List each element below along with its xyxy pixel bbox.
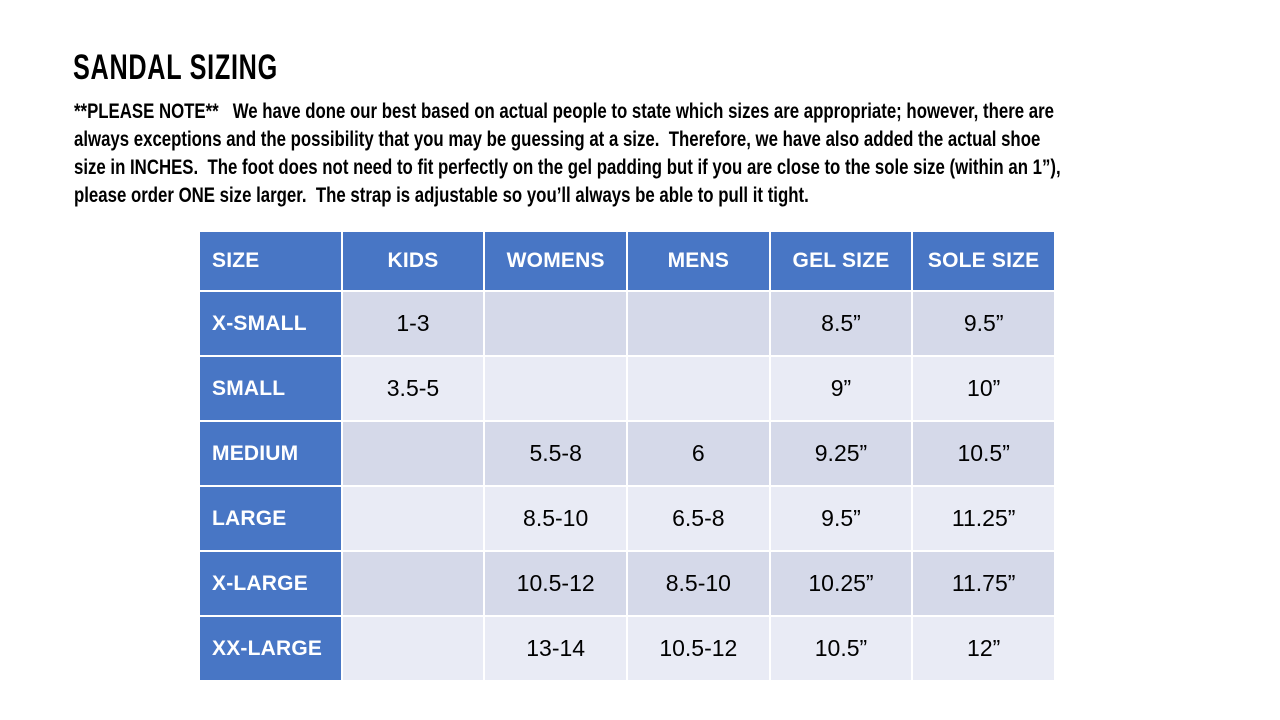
note-line-2: always exceptions and the possibility th… xyxy=(74,128,1041,151)
table-cell: 10.5-12 xyxy=(485,552,626,615)
table-cell: 10.25” xyxy=(770,552,912,615)
table-cell: 10.5-12 xyxy=(628,617,769,680)
table-cell: 8.5” xyxy=(770,292,912,355)
column-header-mens: MENS xyxy=(628,232,769,290)
row-label-small: SMALL xyxy=(200,357,341,420)
column-header-womens: WOMENS xyxy=(485,232,626,290)
column-header-kids: KIDS xyxy=(342,232,484,290)
row-label-xx-large: XX-LARGE xyxy=(200,617,341,680)
table-cell: 13-14 xyxy=(485,617,626,680)
table-cell: 9” xyxy=(770,357,912,420)
table-cell xyxy=(628,292,769,355)
table-cell xyxy=(342,552,484,615)
column-header-gel-size: GEL SIZE xyxy=(770,232,912,290)
table-cell: 1-3 xyxy=(342,292,484,355)
note-line-1: **PLEASE NOTE** We have done our best ba… xyxy=(74,100,1054,123)
sizing-note: **PLEASE NOTE** We have done our best ba… xyxy=(74,98,1280,210)
row-label-x-small: X-SMALL xyxy=(200,292,341,355)
column-header-size: SIZE xyxy=(200,232,341,290)
table-cell xyxy=(628,357,769,420)
table-cell: 6 xyxy=(628,422,769,485)
table-cell: 12” xyxy=(913,617,1054,680)
table-cell: 10.5” xyxy=(770,617,912,680)
table-cell: 9.5” xyxy=(913,292,1054,355)
table-cell: 9.25” xyxy=(770,422,912,485)
table-cell: 5.5-8 xyxy=(485,422,626,485)
column-header-sole-size: SOLE SIZE xyxy=(913,232,1054,290)
table-cell: 6.5-8 xyxy=(628,487,769,550)
table-cell: 8.5-10 xyxy=(485,487,626,550)
note-line-3: size in INCHES. The foot does not need t… xyxy=(74,156,1061,179)
table-cell: 3.5-5 xyxy=(342,357,484,420)
table-cell xyxy=(485,292,626,355)
table-cell xyxy=(342,487,484,550)
table-cell: 11.25” xyxy=(913,487,1054,550)
table-cell: 8.5-10 xyxy=(628,552,769,615)
table-cell: 10” xyxy=(913,357,1054,420)
table-cell xyxy=(342,617,484,680)
row-label-medium: MEDIUM xyxy=(200,422,341,485)
row-label-x-large: X-LARGE xyxy=(200,552,341,615)
page-title: SANDAL SIZING xyxy=(73,48,278,87)
table-cell: 10.5” xyxy=(913,422,1054,485)
table-cell: 11.75” xyxy=(913,552,1054,615)
table-cell: 9.5” xyxy=(770,487,912,550)
table-cell xyxy=(485,357,626,420)
row-label-large: LARGE xyxy=(200,487,341,550)
note-line-4: please order ONE size larger. The strap … xyxy=(74,184,809,207)
table-cell xyxy=(342,422,484,485)
sandal-sizing-table: SIZE KIDS WOMENS MENS GEL SIZE SOLE SIZE… xyxy=(200,232,1054,680)
